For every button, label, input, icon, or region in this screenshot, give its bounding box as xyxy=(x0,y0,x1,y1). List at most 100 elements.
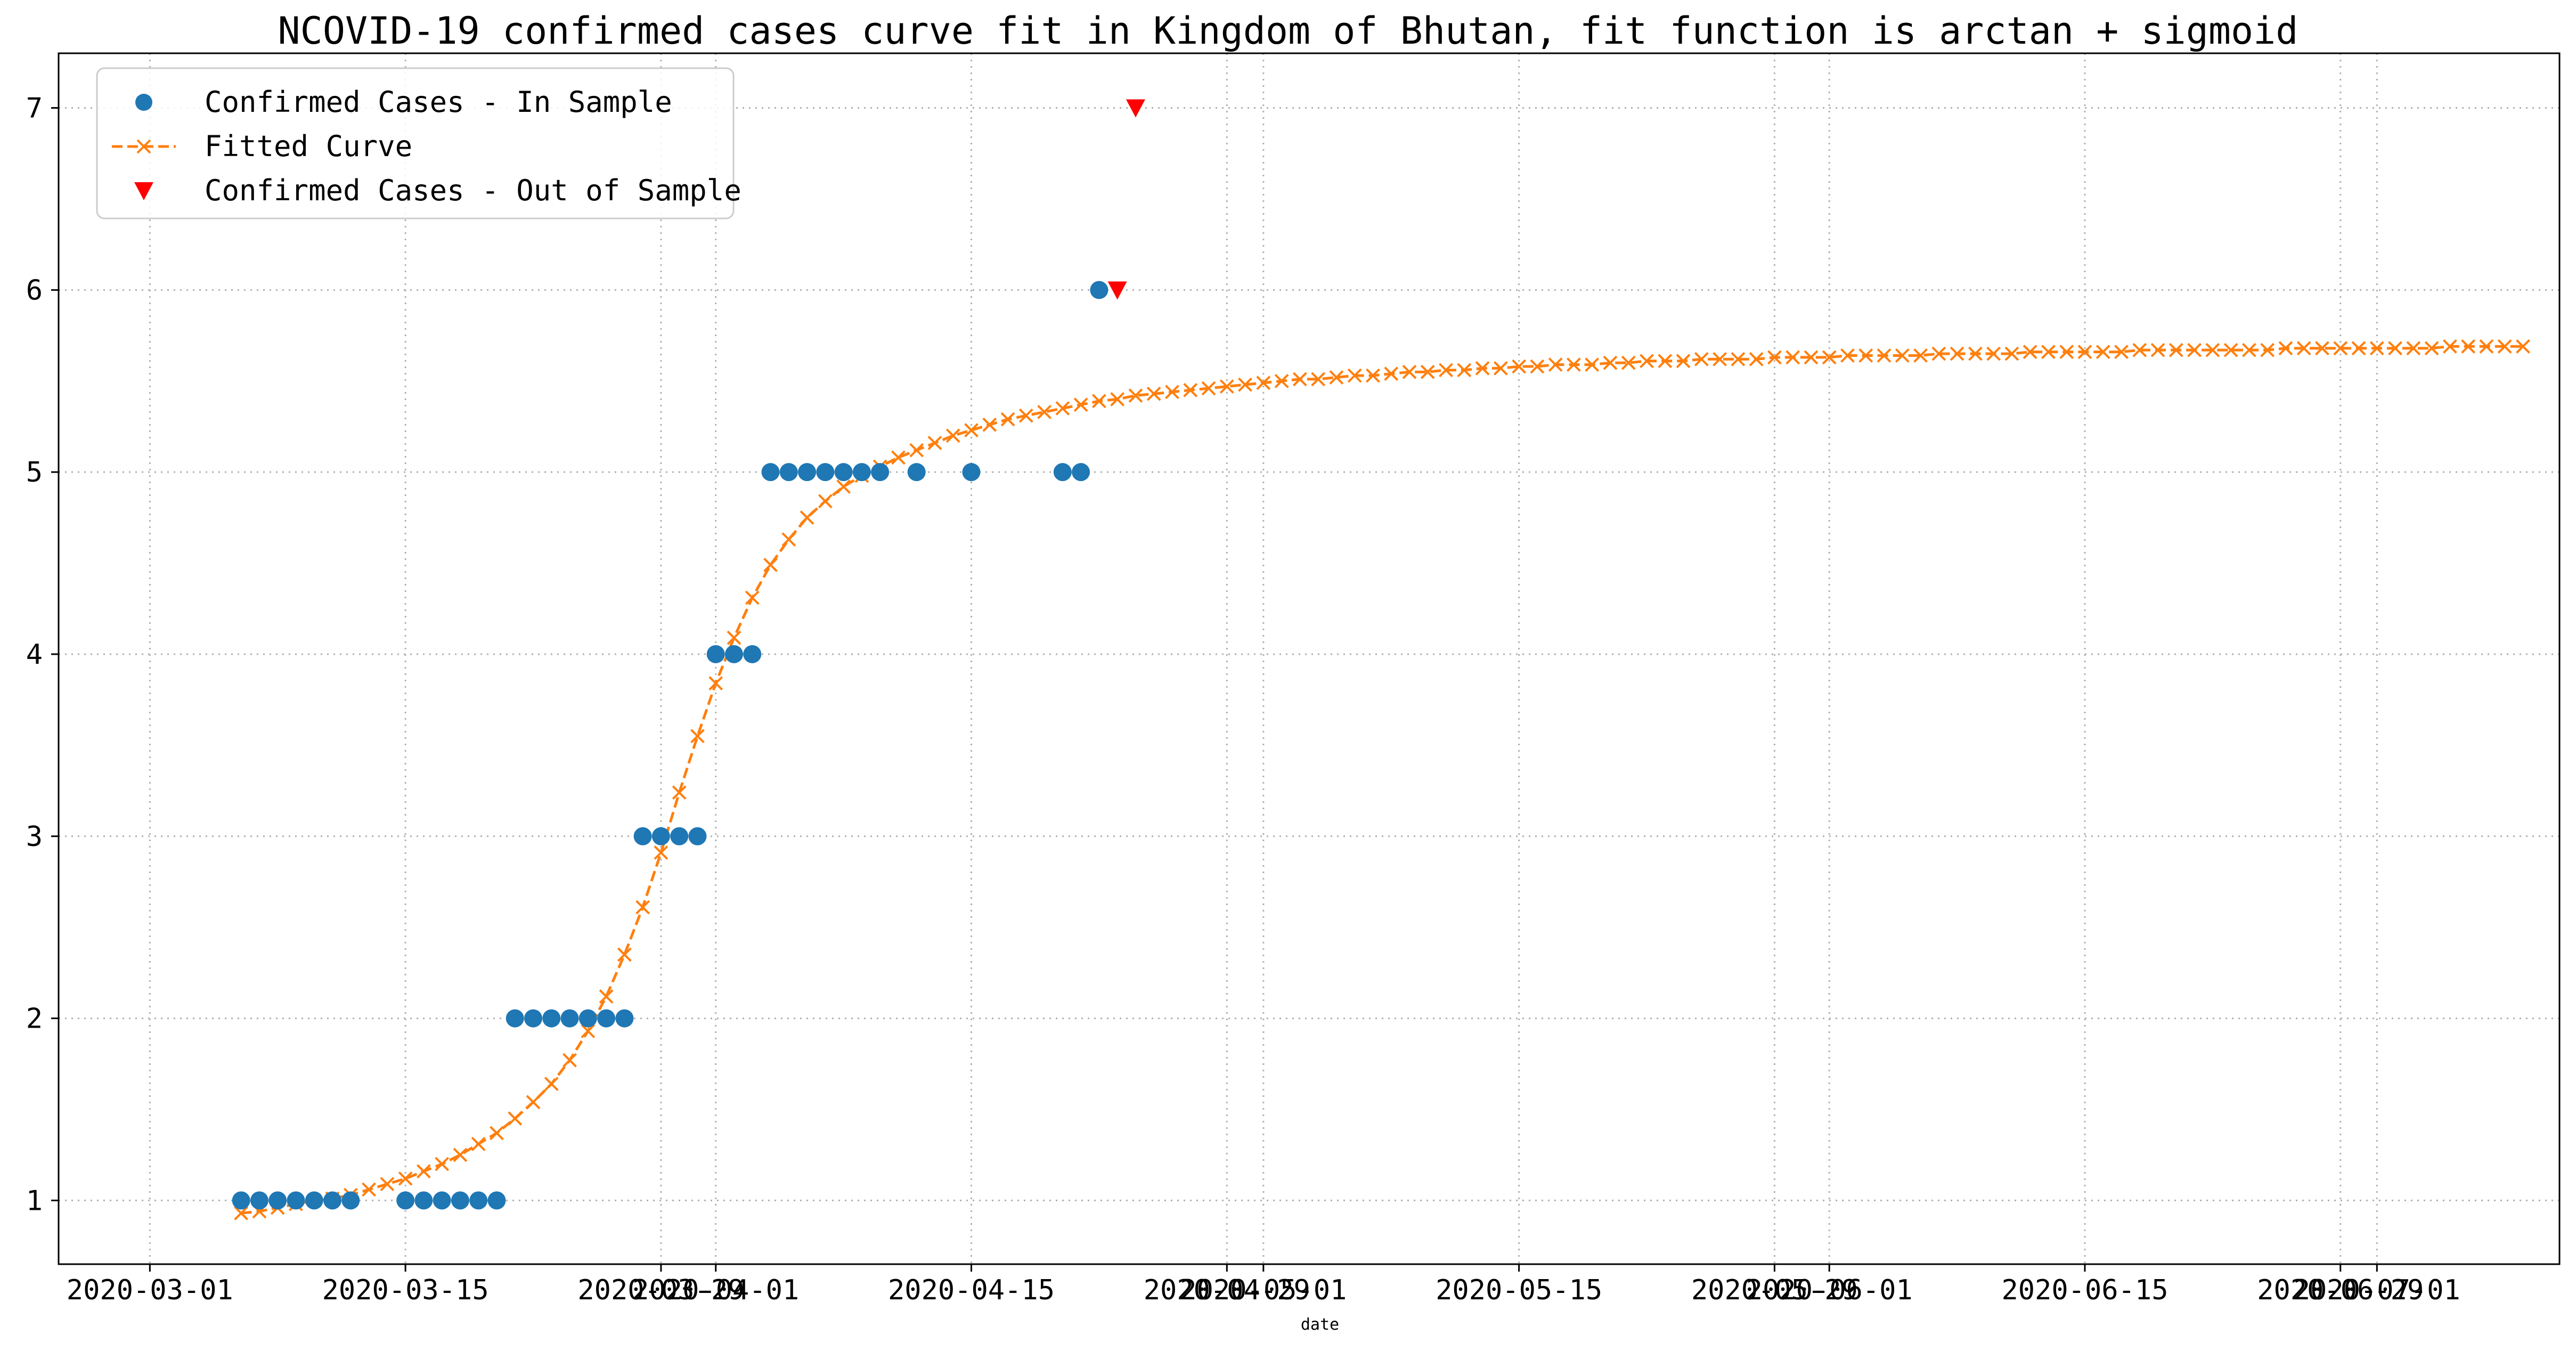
legend-swatch-fitted-curve xyxy=(112,139,176,154)
in-sample-point xyxy=(414,1191,433,1210)
in-sample-point xyxy=(560,1009,579,1028)
fitted-curve-point xyxy=(1256,376,1271,390)
fitted-curve-point xyxy=(1238,377,1252,392)
fitted-curve-point xyxy=(2223,343,2238,357)
in-sample-point xyxy=(706,645,725,663)
fitted-curve-point xyxy=(1000,412,1015,427)
marker-layer xyxy=(232,99,1145,1210)
fitted-curve-point xyxy=(1384,367,1399,381)
legend-label-out-of-sample: Confirmed Cases - Out of Sample xyxy=(205,174,741,207)
fitted-curve-point xyxy=(2424,341,2439,356)
in-sample-point xyxy=(871,463,890,482)
in-sample-point xyxy=(779,463,798,482)
x-tick-label: 2020-05-01 xyxy=(1180,1274,1347,1306)
fitted-curve-point xyxy=(2442,339,2457,354)
fitted-curve-point xyxy=(1292,372,1307,387)
y-tick-label: 2 xyxy=(26,1003,43,1035)
fitted-curve-point xyxy=(2150,343,2165,357)
fitted-curve-point xyxy=(1968,346,1983,361)
fitted-curve-point xyxy=(1676,354,1691,369)
fitted-curve-point xyxy=(1274,373,1289,388)
chart-title: NCOVID-19 confirmed cases curve fit in K… xyxy=(278,9,2298,53)
fitted-curve-point xyxy=(1804,350,1819,365)
in-sample-point xyxy=(305,1191,323,1210)
fitted-curve-point xyxy=(1219,379,1234,394)
x-tick-label: 2020-04-01 xyxy=(632,1274,799,1306)
fitted-curve-point xyxy=(2041,345,2056,359)
fitted-curve-point xyxy=(1603,355,1618,370)
fitted-curve-point xyxy=(1402,364,1417,379)
fitted-curve-point xyxy=(1950,346,1964,361)
fitted-curve-point xyxy=(1858,348,1873,363)
y-tick-label: 3 xyxy=(26,821,43,853)
in-sample-point xyxy=(724,645,743,663)
fitted-curve-point xyxy=(945,428,960,443)
in-sample-point xyxy=(816,463,835,482)
fitted-curve-point xyxy=(362,1182,377,1197)
fitted-curve-point xyxy=(435,1157,450,1171)
in-sample-point xyxy=(834,463,853,482)
x-tick-label: 2020-03-15 xyxy=(322,1274,489,1306)
fitted-curve-point xyxy=(745,590,760,605)
in-sample-point xyxy=(798,463,817,482)
fitted-curve-point xyxy=(1585,357,1600,372)
in-sample-point xyxy=(688,827,707,845)
fitted-curve-point xyxy=(708,676,723,691)
fitted-curve-point xyxy=(1658,354,1673,369)
fitted-curve-point xyxy=(2333,341,2348,356)
fitted-curve-point xyxy=(1439,363,1453,378)
ticks-layer: 2020-03-01 2020-03-15 2020-03-292020-04-01… xyxy=(26,93,2460,1306)
x-tick-label: 2020-04-15 xyxy=(888,1274,1055,1306)
fitted-curve-point xyxy=(836,479,851,494)
in-sample-point xyxy=(670,827,689,845)
fitted-curve-point xyxy=(1767,350,1782,365)
fitted-curve-point xyxy=(2260,343,2275,357)
fitted-curve-point xyxy=(581,1024,596,1038)
legend: Confirmed Cases - In Sample Fitted Curve… xyxy=(96,67,741,219)
in-sample-point xyxy=(615,1009,634,1028)
fitted-curve-point xyxy=(599,989,614,1004)
legend-label-in-sample: Confirmed Cases - In Sample xyxy=(205,85,672,119)
fitted-curve-point xyxy=(544,1077,559,1092)
fitted-curve-point xyxy=(1055,401,1070,416)
fitted-curve-line xyxy=(241,345,2523,1215)
fitted-curve-point xyxy=(2315,341,2329,356)
y-tick-label: 6 xyxy=(26,274,43,306)
fitted-curve-point xyxy=(2059,345,2074,359)
x-tick-label: 2020-05-15 xyxy=(1436,1274,1602,1306)
fitted-curve-point xyxy=(1913,348,1928,363)
fitted-curve-point xyxy=(1640,354,1654,369)
fitted-curve-point xyxy=(453,1147,468,1162)
in-sample-point xyxy=(1090,281,1108,299)
fitted-curve-point xyxy=(2388,341,2402,356)
fitted-curve-point xyxy=(1073,397,1088,412)
in-sample-point xyxy=(1072,463,1090,482)
fitted-curve-point xyxy=(2114,345,2129,359)
fitted-curve-point xyxy=(690,729,705,744)
in-sample-point xyxy=(852,463,871,482)
fitted-curve-point xyxy=(927,436,942,450)
fitted-curve-point xyxy=(1475,361,1490,376)
fitted-curve-point xyxy=(526,1095,541,1110)
y-tick-label: 5 xyxy=(26,457,43,489)
y-tick-label: 7 xyxy=(26,93,43,125)
fitted-curve-point xyxy=(1110,392,1125,406)
fitted-curve-point xyxy=(508,1111,523,1126)
out-of-sample-point xyxy=(1126,99,1145,118)
fitted-curve-point xyxy=(2132,343,2147,357)
fitted-curve-point xyxy=(800,510,814,525)
in-sample-point xyxy=(250,1191,268,1210)
in-sample-point xyxy=(743,645,762,663)
y-tick-label: 4 xyxy=(26,639,43,671)
fitted-curve-point xyxy=(2004,346,2019,361)
in-sample-point xyxy=(633,827,652,845)
out-of-sample-point xyxy=(1107,281,1127,300)
fitted-curve-point xyxy=(2351,341,2366,356)
x-tick-label: 2020-06-29 xyxy=(2257,1274,2424,1306)
in-sample-point xyxy=(451,1191,469,1210)
fitted-curve-point xyxy=(1018,408,1033,423)
in-sample-point xyxy=(524,1009,543,1028)
in-sample-point xyxy=(268,1191,287,1210)
fitted-curve-point xyxy=(1895,348,1910,363)
